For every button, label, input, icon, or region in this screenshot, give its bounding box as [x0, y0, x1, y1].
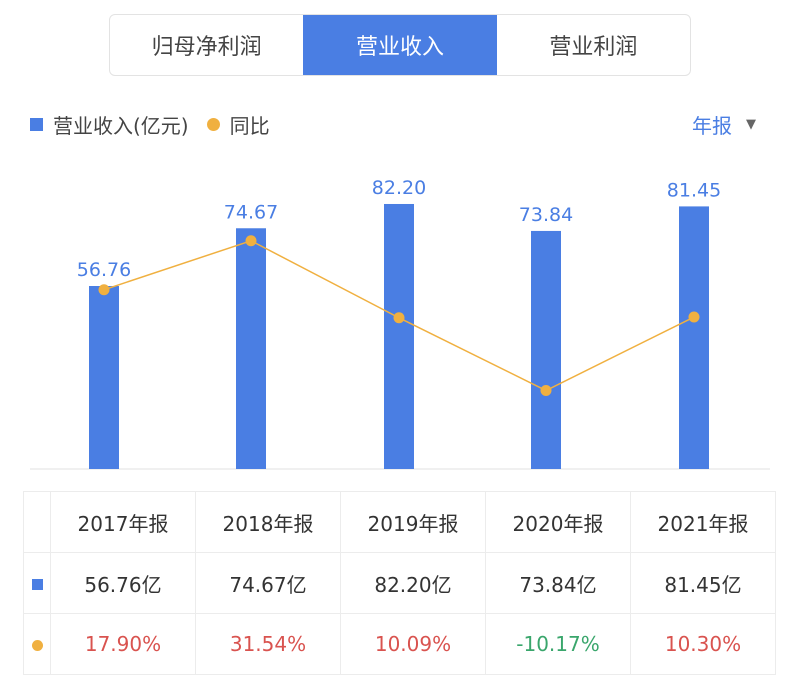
bar [679, 206, 709, 469]
table-header-row: 2017年报 2018年报 2019年报 2020年报 2021年报 [23, 491, 776, 553]
yoy-cell: 17.90% [50, 613, 196, 675]
yoy-cell: 31.54% [195, 613, 341, 675]
header-cell: 2021年报 [630, 491, 776, 553]
header-cell: 2018年报 [195, 491, 341, 553]
yoy-cell: 10.30% [630, 613, 776, 675]
revenue-cell: 82.20亿 [340, 552, 486, 614]
revenue-cell: 81.45亿 [630, 552, 776, 614]
corner-cell [23, 491, 51, 553]
data-table: 2017年报 2018年报 2019年报 2020年报 2021年报 56.76… [23, 491, 776, 675]
yoy-marker [23, 613, 51, 675]
header-cell: 2019年报 [340, 491, 486, 553]
bar-legend-label: 营业收入(亿元) [53, 114, 189, 138]
metric-tabs: 归母净利润 营业收入 营业利润 [109, 14, 691, 76]
bar-label: 56.76 [77, 259, 131, 281]
period-dropdown[interactable]: 年报 ▼ [692, 110, 756, 139]
yoy-point [540, 385, 552, 397]
yoy-point [688, 311, 700, 323]
bar-label: 74.67 [224, 201, 278, 223]
yoy-cell: -10.17% [485, 613, 631, 675]
bar [89, 286, 119, 469]
dropdown-arrow-icon: ▼ [746, 117, 756, 132]
revenue-chart: 56.76 74.67 82.20 73.84 81.45 [30, 177, 770, 470]
revenue-marker [23, 552, 51, 614]
line-legend-icon [206, 118, 220, 131]
period-label: 年报 [692, 114, 732, 138]
square-icon [31, 579, 43, 590]
chart-legend: 营业收入(亿元) 同比 [30, 110, 270, 139]
bar-label: 81.45 [667, 179, 721, 201]
bar [384, 203, 414, 470]
bar-label: 82.20 [372, 177, 426, 199]
tab-revenue[interactable]: 营业收入 [303, 15, 497, 75]
yoy-cell: 10.09% [340, 613, 486, 675]
bar-legend-icon [30, 118, 43, 131]
header-cell: 2020年报 [485, 491, 631, 553]
revenue-cell: 56.76亿 [50, 552, 196, 614]
dot-icon [31, 640, 43, 651]
yoy-point [393, 312, 405, 324]
yoy-point [245, 235, 257, 247]
bar [531, 230, 561, 469]
tab-net-profit[interactable]: 归母净利润 [151, 35, 262, 60]
revenue-cell: 74.67亿 [195, 552, 341, 614]
header-cell: 2017年报 [50, 491, 196, 553]
tab-operating-profit[interactable]: 营业利润 [549, 35, 638, 60]
line-legend-label: 同比 [229, 114, 270, 138]
yoy-point [98, 284, 110, 296]
revenue-cell: 73.84亿 [485, 552, 631, 614]
table-row-yoy: 17.90% 31.54% 10.09% -10.17% 10.30% [23, 613, 776, 675]
bar-label: 73.84 [519, 204, 573, 226]
table-row-revenue: 56.76亿 74.67亿 82.20亿 73.84亿 81.45亿 [23, 552, 776, 614]
bar [236, 228, 266, 469]
